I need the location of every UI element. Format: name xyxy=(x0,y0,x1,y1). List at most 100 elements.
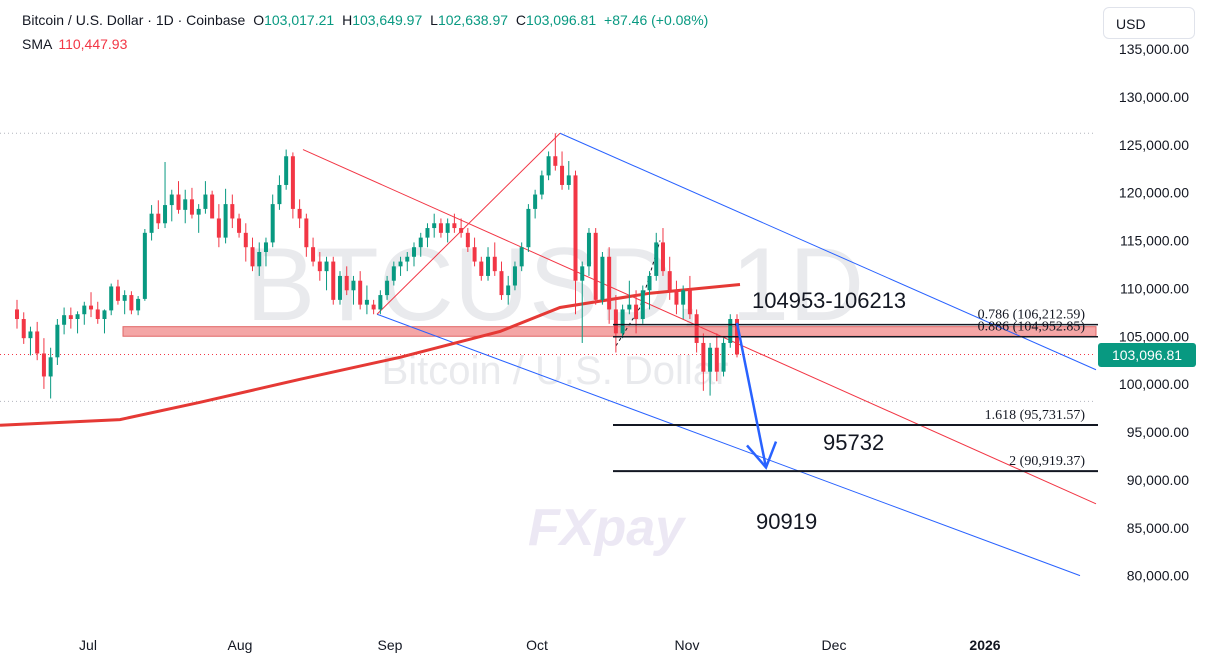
fxpay-logo-text: FXpay xyxy=(528,499,687,557)
fxpay-logo: FXpay xyxy=(528,499,687,557)
candle-body xyxy=(600,256,605,300)
candle-body xyxy=(640,290,645,320)
candle-body xyxy=(405,256,410,262)
candle-body xyxy=(620,309,625,334)
ohlc-low: 102,638.97 xyxy=(437,12,509,28)
y-tick-label: 85,000.00 xyxy=(1127,520,1189,536)
annotation-label: 90919 xyxy=(756,509,817,534)
candle-body xyxy=(660,242,665,272)
ohlc-high: 103,649.97 xyxy=(352,12,423,28)
x-tick-label: Aug xyxy=(228,637,253,653)
x-tick-label: Oct xyxy=(526,637,548,653)
candle-body xyxy=(62,315,67,325)
candle-body xyxy=(465,232,470,248)
axis-layer: 80,000.00 85,000.00 90,000.00 95,000.00 100,… xyxy=(79,41,1189,653)
candle-body xyxy=(331,261,336,300)
candle-body xyxy=(257,251,262,267)
candle-body xyxy=(270,204,275,243)
symbol-name[interactable]: Bitcoin / U.S. Dollar · 1D · Coinbase xyxy=(22,12,246,28)
candle-body xyxy=(115,286,120,301)
candle-body xyxy=(324,261,329,272)
candle-body xyxy=(539,175,544,195)
candle-body xyxy=(95,309,100,320)
fib-label: 1.618 (95,731.57) xyxy=(985,408,1086,423)
candle-body xyxy=(627,304,632,310)
x-tick-label: Jul xyxy=(79,637,97,653)
resistance-zone-layer xyxy=(122,326,1097,337)
currency-button[interactable]: USD xyxy=(1103,7,1195,39)
ohlc-open-label: O xyxy=(253,12,265,28)
candle-body xyxy=(701,342,706,372)
candle-body xyxy=(237,218,242,233)
candle-body xyxy=(263,242,268,252)
price-change: +87.46 (+0.08%) xyxy=(604,12,709,28)
y-tick-label: 90,000.00 xyxy=(1127,472,1189,488)
candle-body xyxy=(694,314,699,343)
ohlc-low-label: L xyxy=(430,12,438,28)
down-trendline xyxy=(302,149,1097,505)
candle-body xyxy=(418,237,423,248)
watermark-name: Bitcoin / U.S. Dollar xyxy=(382,349,729,393)
candle-body xyxy=(149,213,154,233)
candle-body xyxy=(68,315,73,320)
candle-body xyxy=(284,156,289,185)
candle-body xyxy=(364,299,369,305)
candle-body xyxy=(398,261,403,267)
candle-body xyxy=(499,271,504,296)
candle-body xyxy=(459,228,464,233)
candle-body xyxy=(512,266,517,286)
candle-body xyxy=(102,310,107,320)
candle-body xyxy=(560,165,565,185)
candle-body xyxy=(230,204,235,219)
candle-body xyxy=(412,247,417,257)
candle-body xyxy=(667,271,672,291)
y-tick-label: 125,000.00 xyxy=(1119,137,1189,153)
candle-body xyxy=(358,280,363,305)
watermark-layer: BTCUSD, 1D Bitcoin / U.S. Dollar xyxy=(246,227,864,393)
channel-lower-line xyxy=(376,313,1081,577)
ohlc-close: 103,096.81 xyxy=(526,12,597,28)
candle-body xyxy=(613,309,618,334)
sma-legend[interactable]: SMA 110,447.93 xyxy=(22,36,127,52)
candle-body xyxy=(297,208,302,219)
last-price-tag: 103,096.81 xyxy=(1098,343,1196,367)
candle-body xyxy=(337,275,342,300)
ohlc-open: 103,017.21 xyxy=(264,12,335,28)
candle-body xyxy=(136,298,141,311)
candle-body xyxy=(506,285,511,296)
candle-body xyxy=(203,194,208,209)
candle-body xyxy=(142,232,147,299)
candle-body xyxy=(634,304,639,320)
candle-body xyxy=(586,232,591,267)
candle-body xyxy=(21,319,26,339)
y-tick-label: 115,000.00 xyxy=(1120,233,1189,249)
x-tick-label: Dec xyxy=(822,637,847,653)
x-tick-label: 2026 xyxy=(969,637,1000,653)
candle-body xyxy=(687,290,692,315)
candle-body xyxy=(438,223,443,233)
swing-up-line xyxy=(376,132,561,315)
y-tick-label: 105,000.00 xyxy=(1119,328,1189,344)
candle-body xyxy=(156,213,161,224)
candle-body xyxy=(122,295,127,301)
candle-body xyxy=(486,256,491,276)
candle-body xyxy=(519,247,524,267)
candle-body xyxy=(573,175,578,281)
candle-body xyxy=(311,247,316,262)
annotation-label: 95732 xyxy=(823,430,884,455)
sma-line xyxy=(0,283,741,427)
candle-body xyxy=(647,275,652,291)
candle-body xyxy=(189,199,194,215)
candle-body xyxy=(176,194,181,210)
y-tick-label: 95,000.00 xyxy=(1127,424,1189,440)
candle-body xyxy=(196,208,201,215)
sma-layer xyxy=(0,283,741,427)
arrow-shaft xyxy=(735,322,768,468)
x-tick-label: Sep xyxy=(378,637,403,653)
swing-dashed-line xyxy=(615,240,661,347)
drawing-lines-layer xyxy=(302,132,1097,577)
candle-body xyxy=(708,347,713,372)
candle-body xyxy=(714,347,719,372)
candle-body xyxy=(553,156,558,166)
